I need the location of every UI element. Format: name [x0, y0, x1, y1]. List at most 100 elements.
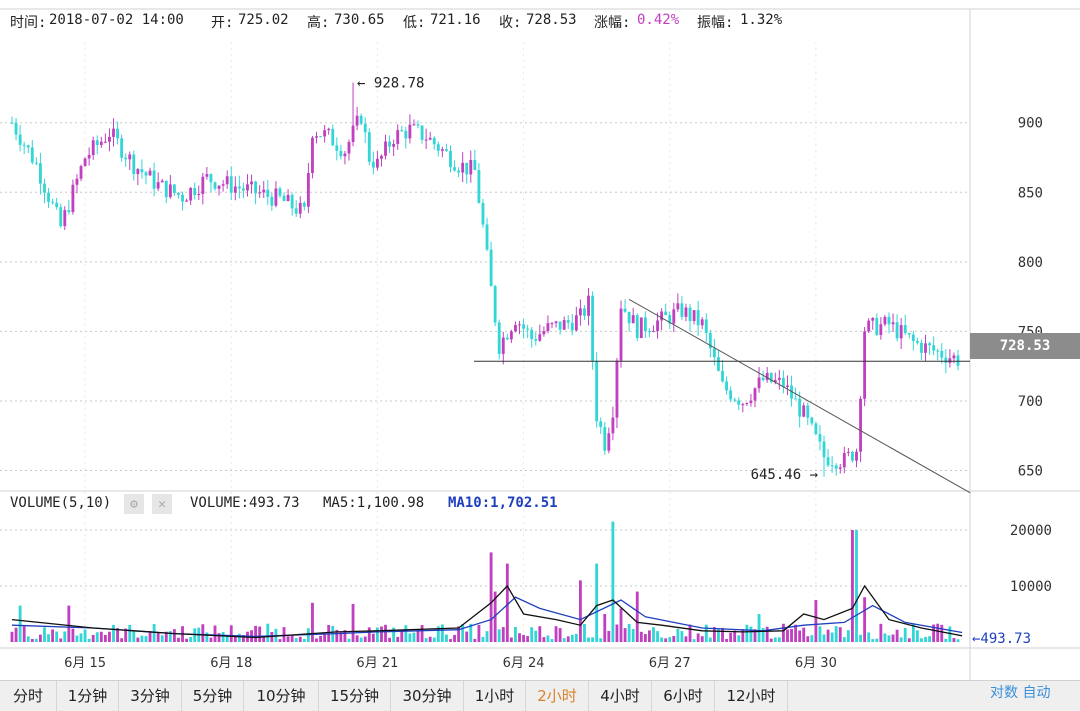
volume-ma5-line [11, 584, 963, 639]
candle-body [656, 320, 659, 331]
volume-bar [879, 623, 883, 642]
volume-bar [911, 624, 915, 642]
tab-4h[interactable]: 4小时 [589, 681, 652, 711]
time-label: 时间: [10, 15, 47, 31]
candle-body [936, 350, 940, 352]
price-tick-label: 850 [1018, 185, 1043, 201]
candle-body [108, 136, 111, 142]
tab-6h[interactable]: 6小时 [652, 681, 715, 711]
candle-body [457, 170, 461, 173]
grid-lines [0, 8, 1080, 680]
candle-body [67, 210, 71, 213]
candle-body [55, 202, 59, 208]
close-icon[interactable]: ✕ [152, 494, 172, 514]
tab-2h[interactable]: 2小时 [526, 681, 589, 711]
tab-3min[interactable]: 3分钟 [119, 681, 182, 711]
candle-body [237, 186, 241, 189]
volume-bar [944, 638, 948, 642]
volume-bar [416, 630, 420, 642]
volume-bar [22, 626, 26, 642]
candle-body [952, 355, 956, 359]
candle-body [574, 315, 578, 331]
volume-bar [489, 552, 493, 642]
volume-bar [514, 627, 517, 642]
candle-body [668, 315, 672, 324]
candle-body [932, 345, 936, 351]
candle-body [583, 308, 586, 316]
candle-body [432, 137, 436, 145]
candle-body [278, 188, 282, 196]
candle-body [371, 161, 375, 168]
volume-bar [375, 627, 379, 642]
tab-1h[interactable]: 1小时 [464, 681, 526, 711]
interval-tabbar: 分时 1分钟 3分钟 5分钟 10分钟 15分钟 30分钟 1小时 2小时 4小… [0, 680, 1080, 711]
candle-body [749, 400, 753, 404]
settings-gear-icon[interactable]: ⚙ [124, 494, 144, 514]
amplitude-value: 1.32% [740, 12, 783, 28]
volume-bar [384, 624, 387, 642]
volume-bar [672, 635, 676, 642]
candle-body [396, 130, 400, 144]
candle-body [505, 337, 509, 340]
candle-body [688, 307, 692, 321]
candle-body [615, 360, 619, 418]
candle-body [51, 201, 55, 203]
candle-body [286, 194, 290, 201]
volume-bar [18, 605, 22, 642]
volume-bar [485, 631, 489, 642]
candle-body [144, 172, 148, 176]
candle-body [347, 141, 351, 154]
tab-5min[interactable]: 5分钟 [182, 681, 244, 711]
tab-30min[interactable]: 30分钟 [391, 681, 464, 711]
volume-bar [359, 637, 363, 642]
candle-body [627, 311, 631, 324]
candle-body [75, 178, 79, 185]
change-value: 0.42% [637, 12, 680, 28]
candle-body [509, 331, 513, 340]
volume-bar [599, 638, 603, 642]
volume-bar [445, 634, 448, 642]
candle-body [436, 144, 440, 151]
candle-body [879, 324, 883, 335]
volume-bar [574, 633, 578, 642]
candle-body [603, 427, 607, 451]
candle-body [103, 141, 107, 143]
volume-bar [34, 638, 38, 642]
tab-分时[interactable]: 分时 [0, 681, 57, 711]
tab-1min[interactable]: 1分钟 [57, 681, 119, 711]
candle-body [887, 316, 891, 325]
candle-body [607, 433, 611, 451]
volume-bar [30, 638, 34, 642]
close-value: 728.53 [526, 12, 577, 28]
volume-bar [851, 530, 854, 642]
volume-bar [802, 627, 806, 642]
volume-bar [132, 631, 136, 642]
tab-12h[interactable]: 12小时 [715, 681, 788, 711]
candle-body [315, 136, 318, 138]
volume-bar [855, 530, 858, 642]
tab-10min[interactable]: 10分钟 [244, 681, 319, 711]
scale-mode-toggle[interactable]: 对数 自动 [990, 685, 1051, 701]
volume-tick-label: 10000 [1010, 579, 1052, 595]
volume-bar [501, 627, 505, 642]
candle-body [522, 324, 525, 329]
candle-body [343, 153, 347, 157]
volume-series [10, 521, 963, 642]
amplitude-label: 振幅: [697, 15, 734, 31]
volume-bar [578, 580, 582, 642]
volume-bar [400, 630, 404, 642]
volume-bar [619, 608, 623, 642]
volume-bar [753, 629, 757, 642]
tab-15min[interactable]: 15分钟 [319, 681, 391, 711]
volume-bar [294, 638, 298, 642]
volume-bar [566, 636, 570, 642]
candle-body [883, 316, 887, 325]
volume-bar [258, 626, 262, 642]
volume-bar [591, 637, 595, 642]
volume-bar [530, 627, 534, 642]
candle-body [380, 155, 383, 159]
volume-bar [282, 627, 286, 642]
candle-body [781, 377, 785, 388]
volume-bar [546, 635, 550, 642]
